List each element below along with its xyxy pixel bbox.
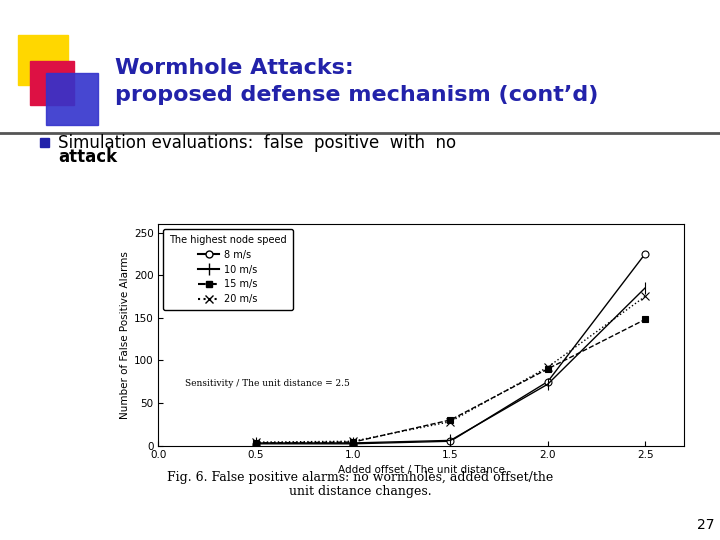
Text: unit distance changes.: unit distance changes. — [289, 485, 431, 498]
Legend: 8 m/s, 10 m/s, 15 m/s, 20 m/s: 8 m/s, 10 m/s, 15 m/s, 20 m/s — [163, 229, 292, 310]
Text: 27: 27 — [697, 518, 715, 532]
Y-axis label: Number of False Positive Alarms: Number of False Positive Alarms — [120, 251, 130, 418]
Text: attack: attack — [58, 148, 117, 166]
Bar — [46, 73, 98, 125]
Text: Sensitivity / The unit distance = 2.5: Sensitivity / The unit distance = 2.5 — [184, 379, 349, 388]
X-axis label: Added offset / The unit distance: Added offset / The unit distance — [338, 464, 505, 475]
Bar — [18, 35, 68, 85]
Text: Wormhole Attacks:: Wormhole Attacks: — [115, 58, 354, 78]
Bar — [30, 61, 74, 105]
Text: Simulation evaluations:  false  positive  with  no: Simulation evaluations: false positive w… — [58, 134, 456, 152]
Text: proposed defense mechanism (cont’d): proposed defense mechanism (cont’d) — [115, 85, 598, 105]
Text: Fig. 6. False positive alarms: no wormholes, added offset/the: Fig. 6. False positive alarms: no wormho… — [167, 471, 553, 484]
Bar — [40, 138, 49, 147]
